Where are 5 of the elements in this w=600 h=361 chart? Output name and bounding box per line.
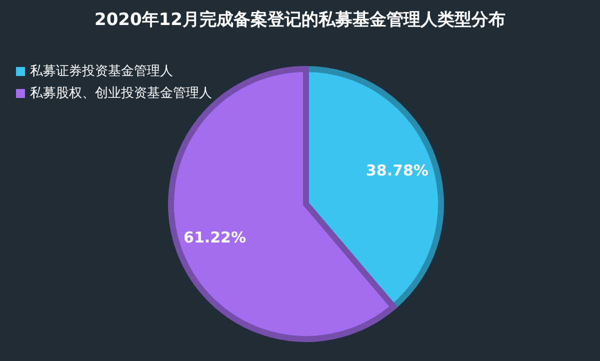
chart-title: 2020年12月完成备案登记的私募基金管理人类型分布	[94, 9, 506, 31]
legend-label: 私募股权、创业投资基金管理人	[30, 85, 212, 102]
data-label: 38.78%	[366, 161, 428, 180]
legend-label: 私募证券投资基金管理人	[30, 63, 173, 80]
data-label: 61.22%	[184, 228, 246, 247]
